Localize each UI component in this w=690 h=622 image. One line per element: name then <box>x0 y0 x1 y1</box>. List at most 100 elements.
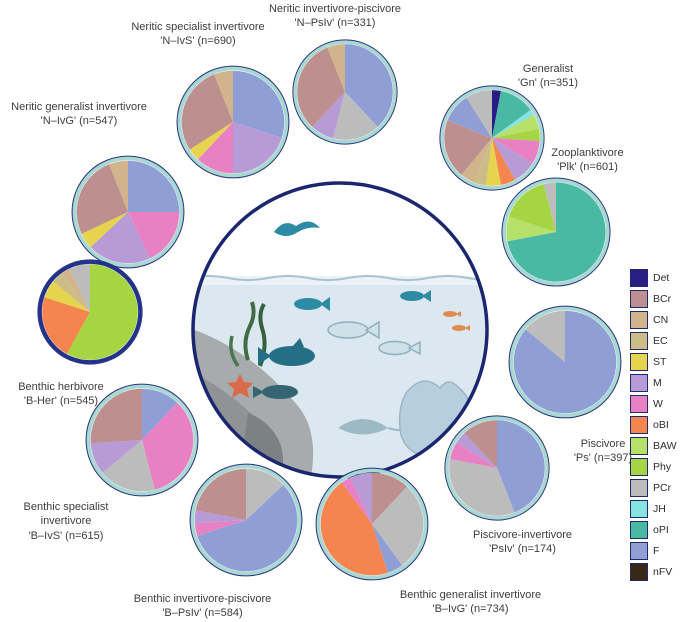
legend-item: ST <box>630 352 677 372</box>
pie-ring <box>38 260 142 364</box>
pie-label-line: Benthic herbivore <box>18 381 104 393</box>
pie-outline <box>85 383 199 497</box>
pie-outline <box>189 463 303 577</box>
pie-label-line: 'B-Her' (n=545) <box>23 395 99 408</box>
legend-label: EC <box>653 335 668 347</box>
pie-ring <box>177 66 289 178</box>
legend-item: nFV <box>630 562 677 582</box>
pie-slice-Phy <box>492 129 540 142</box>
pie-slice-M <box>492 138 533 180</box>
pie-slice-oPI <box>492 91 531 138</box>
legend-item: F <box>630 541 677 561</box>
pie-label-n-ivg: Neritic generalist invertivore 'N–IvG' (n… <box>0 100 158 129</box>
pie-chart-B-Her <box>37 259 143 365</box>
pie-label-b-her: Benthic herbivore 'B-Her' (n=545) <box>0 380 122 409</box>
legend-swatch-W <box>630 395 648 413</box>
pie-slice-F <box>447 97 492 138</box>
pie-chart-N-PsIv <box>292 39 398 145</box>
pie-slice-Det <box>492 90 501 138</box>
pie-slice-CN <box>214 70 233 122</box>
legend-swatch-BCr <box>630 290 648 308</box>
pie-slice-PCr <box>372 486 424 566</box>
pie-slice-M <box>90 212 150 264</box>
pie-label-n-ivs: Neritic specialist invertivore 'N–IvS' (n… <box>88 20 308 49</box>
legend-item: BAW <box>630 436 677 456</box>
legend-item: JH <box>630 499 677 519</box>
pie-slice-M <box>194 510 246 524</box>
pie-slice-BCr <box>372 472 408 524</box>
pie-label-n-psiv: Neritic invertivore-piscivore 'N–PsIv' (n… <box>235 2 435 31</box>
pie-label-plk: Zooplanktivore 'Plk' (n=601) <box>505 146 670 175</box>
legend-label: JH <box>653 503 666 515</box>
pie-label-line: Neritic invertivore-piscivore <box>268 3 402 15</box>
starfish-icon <box>227 374 253 398</box>
kelp-icon <box>229 335 240 368</box>
legend-label: nFV <box>653 566 673 578</box>
pie-slice-M <box>312 92 345 139</box>
pie-slice-ST <box>44 281 90 312</box>
pie-slice-BCr <box>76 164 128 234</box>
pie-label-line: Benthic specialist <box>23 501 109 513</box>
pie-slice-M <box>456 433 497 468</box>
legend-label: Phy <box>653 461 672 473</box>
pie-ring <box>316 468 428 580</box>
pie-slice-F <box>142 388 178 440</box>
legend-label: CN <box>653 314 669 326</box>
pie-label-psiv: Piscivore-invertivore 'PsIv' (n=174) <box>440 528 605 557</box>
pie-label-line: 'B–PsIv' (n=584) <box>162 607 243 620</box>
pie-slice-PCr <box>466 90 492 138</box>
pie-neritic-generalist-invertivore <box>69 153 187 271</box>
pie-slice-M <box>90 440 142 473</box>
pie-slice-PCr <box>449 459 515 516</box>
pie-slice-Phy <box>508 183 556 232</box>
fish-icon <box>327 320 380 340</box>
pie-label-line: 'Ps' (n=397) <box>573 452 633 465</box>
fish-icon <box>400 290 431 302</box>
legend-item: oBI <box>630 415 677 435</box>
fish-icon <box>443 311 470 331</box>
pie-slice-PCr <box>525 310 565 362</box>
legend-label: PCr <box>653 482 672 494</box>
pie-chart-Plk <box>501 177 611 287</box>
pie-slice-PCr <box>333 92 378 140</box>
pie-neritic-invertivore-piscivore <box>290 37 400 147</box>
pie-slice-W <box>194 520 246 536</box>
pie-label-line: 'B–IvG' (n=734) <box>432 603 509 616</box>
legend-item: CN <box>630 310 677 330</box>
pie-slice-CN <box>327 44 345 92</box>
legend-item: PCr <box>630 478 677 498</box>
pie-label-line: 'PsIv' (n=174) <box>489 543 556 556</box>
pie-slice-W <box>142 402 194 490</box>
pie-slice-PCr <box>246 468 284 520</box>
pie-label-b-psiv: Benthic invertivore-piscivore 'B–PsIv' (n… <box>100 592 305 621</box>
pie-benthic-herbivore <box>35 257 145 367</box>
pie-label-line: Piscivore-invertivore <box>472 529 573 541</box>
legend-swatch-JH <box>630 500 648 518</box>
pie-slice-BCr <box>195 468 246 520</box>
pie-label-line: Benthic generalist invertivore <box>399 589 542 601</box>
pie-label-ps: Piscivore 'Ps' (n=397) <box>538 437 668 466</box>
legend-item: oPI <box>630 520 677 540</box>
pie-slice-BCr <box>181 74 233 150</box>
legend-swatch-Phy <box>630 458 648 476</box>
center-circle-ring <box>191 181 489 479</box>
pie-slice-BCr <box>444 120 492 175</box>
pie-outline <box>508 305 622 419</box>
pie-chart-B-IvS <box>85 383 199 497</box>
pie-outline <box>444 415 550 521</box>
pie-chart-Gn <box>439 85 545 191</box>
pie-neritic-specialist-invertivore <box>174 63 292 181</box>
pie-outline <box>37 259 143 365</box>
pie-slice-W <box>450 442 497 468</box>
legend-swatch-CN <box>630 311 648 329</box>
pie-label-line: Neritic generalist invertivore <box>11 101 147 113</box>
legend-label: Det <box>653 272 670 284</box>
pie-label-line: Neritic specialist invertivore <box>131 21 265 33</box>
pie-ring <box>445 416 549 520</box>
pie-label-line: 'N–IvG' (n=547) <box>40 115 118 128</box>
pie-outline <box>501 177 611 287</box>
pie-piscivore <box>506 303 624 421</box>
pie-slice-CN <box>61 268 90 312</box>
pie-label-line: 'Gn' (n=351) <box>517 77 579 90</box>
pie-slice-W <box>341 477 372 524</box>
